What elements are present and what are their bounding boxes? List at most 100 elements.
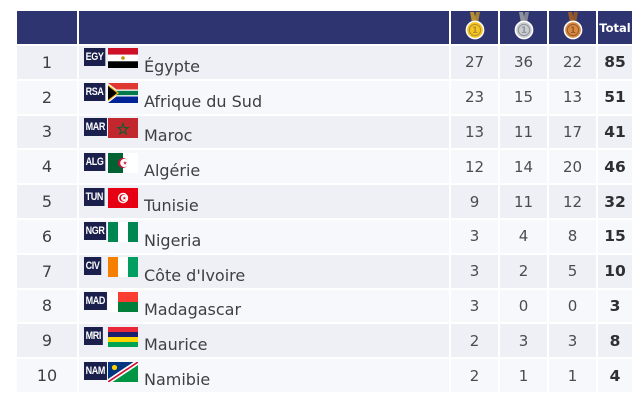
- gold-count: 9: [451, 185, 498, 218]
- table-row: 3 MAR Maroc 13 11 17 41: [17, 115, 632, 149]
- gold-count: 13: [451, 115, 498, 149]
- total-count: 51: [598, 80, 632, 114]
- rank-cell: 5: [17, 185, 77, 218]
- country-name: Madagascar: [144, 300, 242, 320]
- gold-count: 2: [451, 324, 498, 358]
- table-row: 1 EGY Égypte 27 36 22 85: [17, 46, 632, 79]
- country-cell: RSA Afrique du Sud: [79, 80, 449, 114]
- rank-header: [17, 11, 77, 44]
- silver-count: 2: [500, 254, 547, 288]
- silver-count: 4: [500, 219, 547, 253]
- country-code: TUN: [84, 187, 105, 206]
- table-row: 10 NAM Namibie 2 1 1 4: [17, 359, 632, 392]
- egypt-flag-icon: [108, 48, 138, 69]
- rank-cell: 10: [17, 359, 77, 392]
- rank-cell: 9: [17, 324, 77, 358]
- bronze-count: 20: [549, 150, 596, 184]
- bronze-count: 22: [549, 46, 596, 79]
- total-count: 15: [598, 219, 632, 253]
- south-africa-flag-icon: [108, 83, 138, 104]
- ivory-coast-flag-icon: [108, 257, 138, 278]
- country-code: ALG: [84, 152, 106, 171]
- gold-count: 2: [451, 359, 498, 392]
- table-row: 7 CIV Côte d'Ivoire 3 2 5 10: [17, 254, 632, 288]
- bronze-count: 17: [549, 115, 596, 149]
- total-count: 41: [598, 115, 632, 149]
- silver-header: 1: [500, 11, 547, 44]
- country-code: MAR: [84, 117, 107, 136]
- total-count: 32: [598, 185, 632, 218]
- silver-count: 15: [500, 80, 547, 114]
- country-code: EGY: [84, 48, 106, 67]
- mauritius-flag-icon: [108, 326, 138, 347]
- silver-medal-icon: 1: [513, 12, 535, 43]
- silver-count: 0: [500, 289, 547, 323]
- total-count: 46: [598, 150, 632, 184]
- total-header: Total: [598, 11, 632, 44]
- gold-count: 3: [451, 219, 498, 253]
- nigeria-flag-icon: [108, 222, 138, 243]
- country-name: Côte d'Ivoire: [144, 265, 246, 285]
- country-code: MRI: [84, 326, 103, 345]
- country-code: MAD: [84, 291, 107, 310]
- country-code: RSA: [84, 83, 106, 102]
- country-code: NGR: [84, 222, 107, 241]
- bronze-count: 12: [549, 185, 596, 218]
- country-name: Namibie: [144, 370, 211, 390]
- table-row: 8 MAD Madagascar 3 0 0 3: [17, 289, 632, 323]
- gold-count: 3: [451, 289, 498, 323]
- gold-medal-icon: 1: [464, 12, 486, 43]
- table-row: 6 NGR Nigeria 3 4 8 15: [17, 219, 632, 253]
- country-code: CIV: [84, 257, 102, 276]
- table-row: 5 TUN Tunisie 9 11 12 32: [17, 185, 632, 218]
- table-row: 9 MRI Maurice 2 3 3 8: [17, 324, 632, 358]
- madagascar-flag-icon: [108, 291, 138, 312]
- country-cell: MRI Maurice: [79, 324, 449, 358]
- country-cell: ALG Algérie: [79, 150, 449, 184]
- bronze-count: 8: [549, 219, 596, 253]
- svg-text:1: 1: [472, 26, 478, 36]
- bronze-count: 3: [549, 324, 596, 358]
- silver-count: 36: [500, 46, 547, 79]
- total-count: 85: [598, 46, 632, 79]
- bronze-count: 13: [549, 80, 596, 114]
- rank-cell: 2: [17, 80, 77, 114]
- total-count: 10: [598, 254, 632, 288]
- gold-count: 27: [451, 46, 498, 79]
- silver-count: 11: [500, 185, 547, 218]
- total-count: 8: [598, 324, 632, 358]
- country-code: NAM: [84, 361, 107, 380]
- namibia-flag-icon: [108, 361, 138, 382]
- country-name: Afrique du Sud: [144, 91, 263, 111]
- country-cell: MAD Madagascar: [79, 289, 449, 323]
- bronze-header: 1: [549, 11, 596, 44]
- country-cell: MAR Maroc: [79, 115, 449, 149]
- country-name: Tunisie: [144, 196, 199, 216]
- country-cell: EGY Égypte: [79, 46, 449, 79]
- gold-count: 23: [451, 80, 498, 114]
- country-cell: CIV Côte d'Ivoire: [79, 254, 449, 288]
- rank-cell: 8: [17, 289, 77, 323]
- total-count: 4: [598, 359, 632, 392]
- gold-header: 1: [451, 11, 498, 44]
- country-cell: NGR Nigeria: [79, 219, 449, 253]
- bronze-count: 0: [549, 289, 596, 323]
- rank-cell: 3: [17, 115, 77, 149]
- svg-text:1: 1: [570, 26, 576, 36]
- morocco-flag-icon: [108, 117, 138, 138]
- rank-cell: 1: [17, 46, 77, 79]
- country-cell: TUN Tunisie: [79, 185, 449, 218]
- country-header: [79, 11, 449, 44]
- country-name: Égypte: [144, 56, 201, 76]
- silver-count: 3: [500, 324, 547, 358]
- medal-table: 1 1 1 Total 1 EGY Égypte 27 36 22 85 2 RSA Afriqu…: [15, 9, 634, 394]
- table-row: 4 ALG Algérie 12 14 20 46: [17, 150, 632, 184]
- bronze-count: 1: [549, 359, 596, 392]
- table-row: 2 RSA Afrique du Sud 23 15 13 51: [17, 80, 632, 114]
- svg-text:1: 1: [521, 26, 527, 36]
- header-row: 1 1 1 Total: [17, 11, 632, 44]
- total-count: 3: [598, 289, 632, 323]
- silver-count: 11: [500, 115, 547, 149]
- algeria-flag-icon: [108, 152, 138, 173]
- rank-cell: 4: [17, 150, 77, 184]
